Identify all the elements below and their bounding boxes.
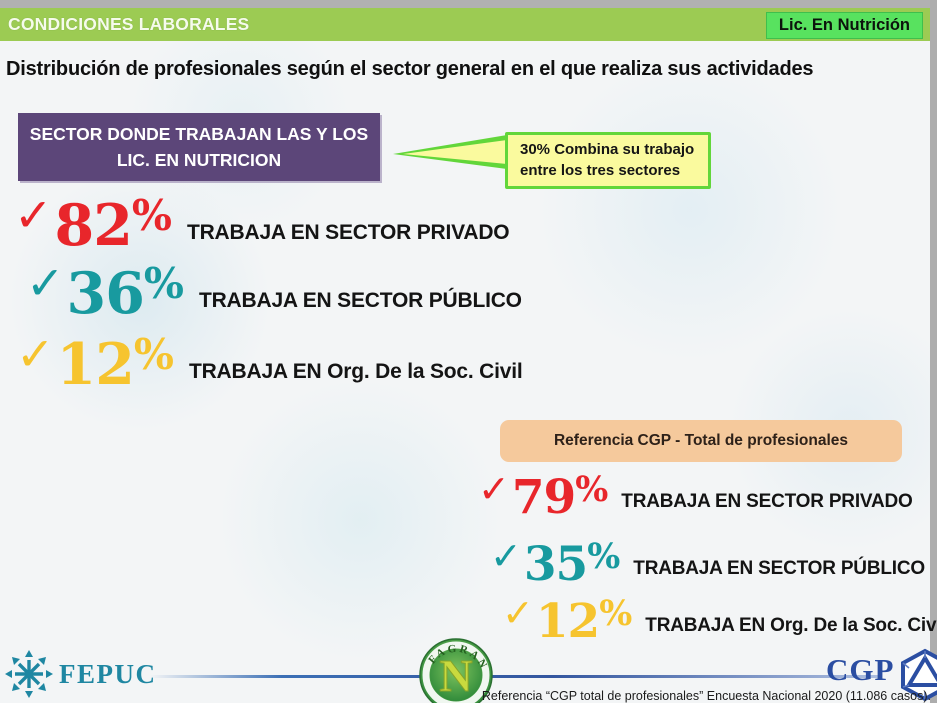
- fepuc-logo: FEPUC: [5, 650, 157, 698]
- stat-row: ✓ 12% TRABAJA EN Org. De la Soc. Civil: [16, 327, 523, 398]
- cgp-wordmark: CGP: [826, 652, 895, 687]
- reference-title-box: Referencia CGP - Total de profesionales: [500, 420, 902, 462]
- top-border-strip: [0, 0, 937, 8]
- fagran-logo: FAGRAN N: [419, 638, 493, 703]
- stat-value: 36%: [66, 258, 184, 327]
- stat-row: ✓ 79% TRABAJA EN SECTOR PRIVADO: [478, 467, 913, 526]
- callout-arrow-icon: [393, 135, 507, 169]
- footer-divider-line: [150, 675, 882, 678]
- sector-title-box: SECTOR DONDE TRABAJAN LAS Y LOS LIC. EN …: [18, 113, 380, 181]
- check-icon: ✓: [16, 327, 55, 381]
- stat-row: ✓ 36% TRABAJA EN SECTOR PÚBLICO: [26, 256, 522, 327]
- check-icon: ✓: [502, 591, 534, 635]
- stat-label: TRABAJA EN Org. De la Soc. Civil: [188, 360, 523, 383]
- reference-title: Referencia CGP - Total de profesionales: [553, 432, 848, 449]
- callout-bubble: 30% Combina su trabajo entre los tres se…: [505, 132, 711, 189]
- stat-label: TRABAJA EN SECTOR PÚBLICO: [198, 289, 522, 312]
- footer-note: Referencia “CGP total de profesionales” …: [481, 689, 931, 703]
- stat-label: TRABAJA EN SECTOR PRIVADO: [186, 221, 510, 244]
- stat-row: ✓ 35% TRABAJA EN SECTOR PÚBLICO: [490, 534, 925, 593]
- cgp-hexagon-icon: [901, 648, 937, 702]
- cgp-logo: CGP: [826, 648, 937, 702]
- stat-value: 12%: [535, 593, 633, 650]
- fepuc-wordmark: FEPUC: [59, 658, 157, 689]
- stat-label: TRABAJA EN SECTOR PRIVADO: [621, 491, 913, 512]
- slide-title: Distribución de profesionales según el s…: [6, 58, 814, 80]
- fagran-initial: N: [439, 650, 472, 701]
- fepuc-wheel-icon: [5, 650, 53, 698]
- stat-label: TRABAJA EN Org. De la Soc. Civil: [645, 615, 937, 636]
- stat-row: ✓ 12% TRABAJA EN Org. De la Soc. Civil: [502, 591, 937, 650]
- stat-value: 82%: [54, 190, 172, 259]
- check-icon: ✓: [478, 467, 510, 511]
- stat-label: TRABAJA EN SECTOR PÚBLICO: [633, 558, 925, 579]
- header-bar: CONDICIONES LABORALES Lic. En Nutrición: [0, 8, 930, 41]
- check-icon: ✓: [14, 188, 53, 242]
- stat-value: 12%: [56, 329, 174, 398]
- header-title: CONDICIONES LABORALES: [8, 14, 250, 34]
- stat-value: 35%: [523, 536, 621, 593]
- nutrition-badge: Lic. En Nutrición: [765, 12, 923, 39]
- stat-row: ✓ 82% TRABAJA EN SECTOR PRIVADO: [14, 188, 510, 259]
- sector-box-line2: LIC. EN NUTRICION: [116, 150, 282, 170]
- sector-box-line1: SECTOR DONDE TRABAJAN LAS Y LOS: [29, 123, 369, 144]
- stat-value: 79%: [511, 469, 609, 526]
- right-border-strip: [930, 0, 937, 703]
- callout-line2: entre los tres sectores: [520, 161, 681, 179]
- check-icon: ✓: [26, 256, 65, 310]
- callout-line1: 30% Combina su trabajo: [520, 141, 695, 159]
- check-icon: ✓: [490, 534, 522, 578]
